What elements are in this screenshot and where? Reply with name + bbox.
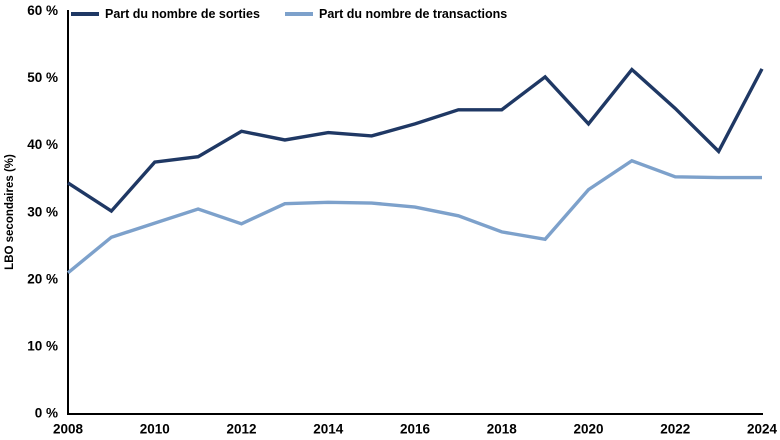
y-tick-label: 0 %	[35, 406, 58, 421]
y-axis-tick-labels: 0 % 10 % 20 % 30 % 40 % 50 % 60 %	[27, 3, 58, 421]
legend-item-transactions: Part du nombre de transactions	[285, 7, 507, 21]
x-axis-tick-labels: 2008 2010 2012 2014 2016 2018 2020 2022 2024	[53, 422, 778, 437]
x-tick-label: 2016	[400, 422, 431, 437]
transactions-line	[66, 158, 762, 275]
y-tick-label: 50 %	[27, 70, 58, 85]
x-tick-label: 2010	[140, 422, 170, 437]
x-tick-label: 2018	[487, 422, 518, 437]
legend-item-sorties: Part du nombre de sorties	[71, 7, 260, 21]
transactions-line-swatch	[285, 12, 313, 16]
sorties-line-swatch	[71, 12, 99, 16]
x-tick-label: 2014	[313, 422, 344, 437]
y-tick-label: 40 %	[27, 137, 58, 152]
y-tick-label: 10 %	[27, 338, 58, 353]
y-tick-label: 30 %	[27, 204, 58, 219]
x-tick-label: 2022	[660, 422, 690, 437]
x-tick-label: 2008	[53, 422, 84, 437]
transactions-legend-label: Part du nombre de transactions	[319, 7, 508, 21]
sorties-legend-label: Part du nombre de sorties	[105, 7, 260, 21]
y-tick-label: 60 %	[27, 3, 58, 18]
x-tick-label: 2012	[226, 422, 256, 437]
sorties-line	[67, 67, 764, 214]
x-tick-label: 2024	[747, 422, 778, 437]
x-tick-label: 2020	[573, 422, 603, 437]
y-tick-label: 20 %	[27, 271, 58, 286]
y-axis-title: LBO secondaires (%)	[4, 154, 16, 270]
